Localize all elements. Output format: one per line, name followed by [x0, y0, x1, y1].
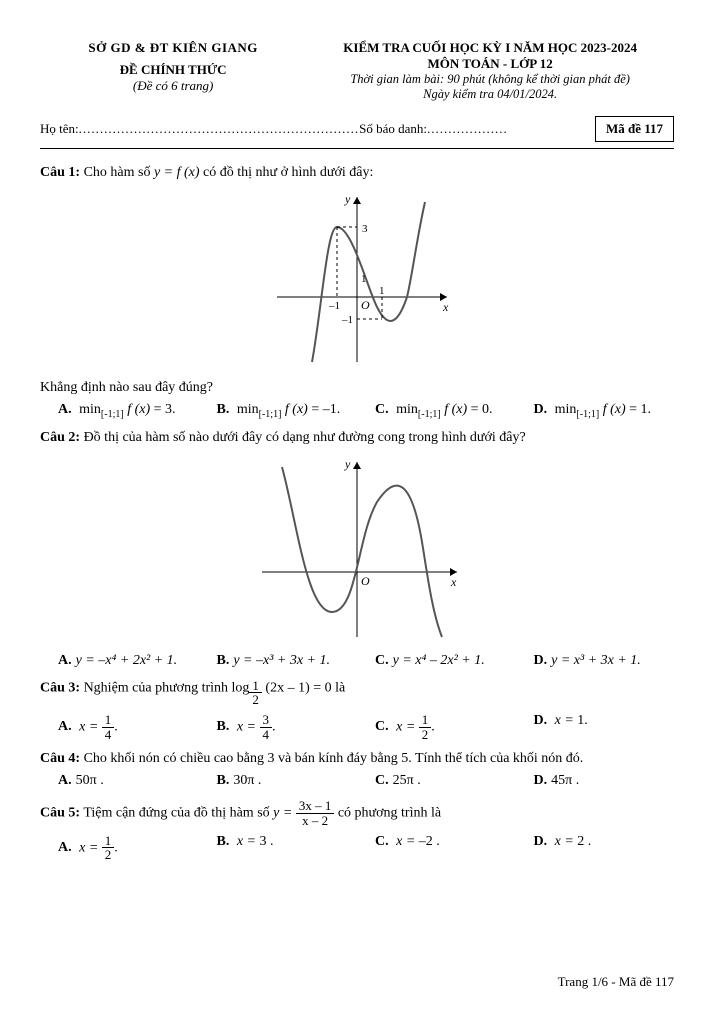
exam-page: SỞ GD & ĐT KIÊN GIANG ĐỀ CHÍNH THỨC (Đề …: [0, 0, 714, 1010]
q3-opt-a: A. x = 14.: [40, 711, 199, 743]
q5-text-b: có phương trình là: [338, 806, 441, 821]
svg-text:–1: –1: [328, 300, 340, 312]
exam-title: KIỂM TRA CUỐI HỌC KỲ I NĂM HỌC 2023-2024: [306, 40, 674, 56]
svg-text:x: x: [450, 575, 457, 589]
q1-formula: y = f (x): [154, 165, 200, 180]
q5-frac: 3x – 1 x – 2: [296, 799, 335, 827]
question-1: Câu 1: Cho hàm số y = f (x) có đồ thị nh…: [40, 165, 674, 181]
q1-opt-a: A. min[-1;1] f (x) = 3.: [40, 400, 199, 422]
header-right: KIỂM TRA CUỐI HỌC KỲ I NĂM HỌC 2023-2024…: [306, 40, 674, 102]
q3-opt-c: C. x = 12.: [357, 711, 516, 743]
q5-opt-d: D. x = 2 .: [516, 832, 675, 864]
q2-text: Đồ thị của hàm số nào dưới đây có dạng n…: [84, 430, 526, 445]
question-2: Câu 2: Đồ thị của hàm số nào dưới đây có…: [40, 430, 674, 446]
q5-options: A. x = 12. B. x = 3 . C. x = –2 . D. x =…: [40, 832, 674, 864]
name-dots: ........................................…: [79, 121, 360, 137]
graph-1-svg: x y O –1 1 3 –1 1: [257, 187, 457, 367]
q4-opt-c: C.25π .: [357, 771, 516, 791]
q4-text: Cho khối nón có chiều cao bằng 3 và bán …: [84, 751, 584, 766]
svg-text:1: 1: [379, 285, 385, 297]
exam-code-box: Mã đề 117: [595, 116, 674, 142]
question-5: Câu 5: Tiệm cận đứng của đồ thị hàm số y…: [40, 799, 674, 827]
q1-subq: Khẳng định nào sau đây đúng?: [40, 380, 674, 396]
q4-label: Câu 4:: [40, 751, 80, 766]
q5-opt-b: B. x = 3 .: [199, 832, 358, 864]
q5-opt-c: C. x = –2 .: [357, 832, 516, 864]
svg-text:y: y: [344, 192, 351, 206]
svg-text:3: 3: [362, 223, 368, 235]
svg-text:x: x: [442, 300, 449, 314]
divider: [40, 148, 674, 149]
q3-text-b: là: [335, 680, 345, 695]
q1-graph: x y O –1 1 3 –1 1: [40, 187, 674, 372]
svg-text:–1: –1: [341, 314, 353, 326]
q4-opt-d: D.45π .: [516, 771, 675, 791]
q2-opt-b: B.y = –x³ + 3x + 1.: [199, 651, 358, 671]
q5-label: Câu 5:: [40, 806, 80, 821]
graph-2-svg: x y O: [247, 452, 467, 642]
name-label: Họ tên:: [40, 121, 79, 137]
q5-text-a: Tiệm cận đứng của đồ thị hàm số: [83, 806, 273, 821]
exam-subject: MÔN TOÁN - LỚP 12: [306, 56, 674, 72]
page-count: (Đề có 6 trang): [40, 78, 306, 94]
q2-graph: x y O: [40, 452, 674, 647]
q3-text-a: Nghiệm của phương trình: [84, 680, 232, 695]
svg-text:y: y: [344, 457, 351, 471]
q2-opt-d: D.y = x³ + 3x + 1.: [516, 651, 675, 671]
q2-options: A.y = –x⁴ + 2x² + 1. B.y = –x³ + 3x + 1.…: [40, 651, 674, 671]
q3-label: Câu 3:: [40, 680, 80, 695]
q1-label: Câu 1:: [40, 165, 80, 180]
q4-opt-b: B.30π .: [199, 771, 358, 791]
q2-opt-c: C.y = x⁴ – 2x² + 1.: [357, 651, 516, 671]
q5-yeq: y =: [273, 806, 296, 821]
page-footer: Trang 1/6 - Mã đề 117: [558, 974, 674, 990]
q1-options: A. min[-1;1] f (x) = 3. B. min[-1;1] f (…: [40, 400, 674, 422]
q5-opt-a: A. x = 12.: [40, 832, 199, 864]
q3-options: A. x = 14. B. x = 34. C. x = 12. D. x = …: [40, 711, 674, 743]
dept-name: SỞ GD & ĐT KIÊN GIANG: [40, 40, 306, 56]
svg-text:O: O: [361, 298, 370, 312]
q1-text-a: Cho hàm số: [84, 165, 154, 180]
q1-text-b: có đồ thị như ở hình dưới đây:: [203, 165, 373, 180]
q3-log: log: [232, 680, 250, 695]
q1-opt-d: D. min[-1;1] f (x) = 1.: [516, 400, 675, 422]
code-label: Số báo danh:: [359, 121, 427, 137]
q2-opt-a: A.y = –x⁴ + 2x² + 1.: [40, 651, 199, 671]
q4-options: A.50π . B.30π . C.25π . D.45π .: [40, 771, 674, 791]
question-4: Câu 4: Cho khối nón có chiều cao bằng 3 …: [40, 751, 674, 767]
q3-log-arg: (2x – 1) = 0: [265, 680, 331, 695]
svg-text:O: O: [361, 574, 370, 588]
q1-opt-c: C. min[-1;1] f (x) = 0.: [357, 400, 516, 422]
exam-duration: Thời gian làm bài: 90 phút (không kể thờ…: [306, 72, 674, 87]
info-row: Họ tên: ................................…: [40, 116, 674, 142]
code-dots: ...................: [427, 121, 508, 137]
q2-label: Câu 2:: [40, 430, 80, 445]
svg-text:1: 1: [361, 273, 367, 285]
exam-official: ĐỀ CHÍNH THỨC: [40, 62, 306, 78]
q4-opt-a: A.50π .: [40, 771, 199, 791]
q3-opt-b: B. x = 34.: [199, 711, 358, 743]
header-left: SỞ GD & ĐT KIÊN GIANG ĐỀ CHÍNH THỨC (Đề …: [40, 40, 306, 94]
q1-opt-b: B. min[-1;1] f (x) = –1.: [199, 400, 358, 422]
q3-opt-d: D. x = 1.: [516, 711, 675, 743]
question-3: Câu 3: Nghiệm của phương trình log12 (2x…: [40, 679, 674, 707]
exam-date: Ngày kiểm tra 04/01/2024.: [306, 87, 674, 102]
header: SỞ GD & ĐT KIÊN GIANG ĐỀ CHÍNH THỨC (Đề …: [40, 40, 674, 102]
